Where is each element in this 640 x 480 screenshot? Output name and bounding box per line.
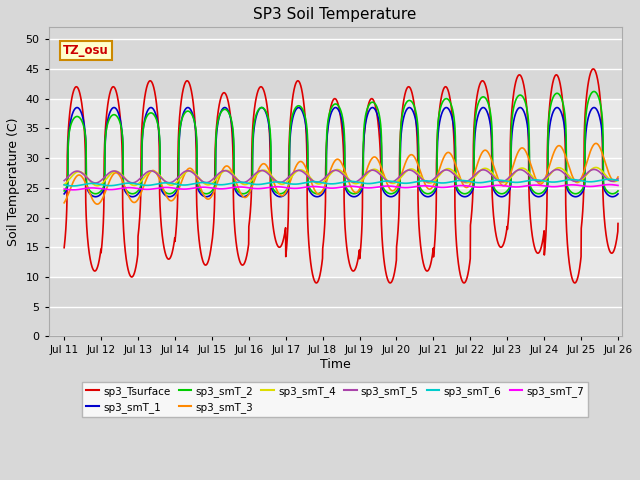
sp3_smT_3	[93, 201, 101, 207]
sp3_Tsurface	[297, 82, 305, 88]
sp3_smT_2	[156, 178, 164, 184]
Line: sp3_Tsurface: sp3_Tsurface	[64, 69, 618, 283]
sp3_smT_6	[273, 179, 280, 185]
sp3_smT_7	[614, 182, 622, 188]
sp3_smT_1	[544, 183, 552, 189]
sp3_smT_6	[604, 177, 611, 182]
sp3_smT_5	[273, 179, 280, 184]
sp3_smT_1	[604, 192, 611, 197]
sp3_smT_7	[124, 185, 131, 191]
sp3_smT_2	[614, 188, 622, 194]
sp3_smT_1	[614, 191, 622, 197]
sp3_smT_4	[614, 177, 622, 183]
Line: sp3_smT_2: sp3_smT_2	[64, 92, 618, 194]
sp3_smT_1	[157, 183, 164, 189]
Legend: sp3_Tsurface, sp3_smT_1, sp3_smT_2, sp3_smT_3, sp3_smT_4, sp3_smT_5, sp3_smT_6, : sp3_Tsurface, sp3_smT_1, sp3_smT_2, sp3_…	[82, 382, 588, 417]
sp3_smT_7	[604, 182, 611, 188]
sp3_smT_5	[157, 174, 164, 180]
Title: SP3 Soil Temperature: SP3 Soil Temperature	[253, 7, 417, 22]
X-axis label: Time: Time	[320, 358, 351, 371]
Bar	[49, 277, 621, 336]
sp3_smT_2	[297, 104, 305, 109]
sp3_smT_3	[297, 158, 305, 164]
sp3_smT_5	[124, 178, 131, 184]
sp3_smT_1	[73, 105, 81, 110]
sp3_smT_3	[614, 174, 622, 180]
sp3_smT_6	[605, 176, 612, 182]
Line: sp3_smT_6: sp3_smT_6	[64, 179, 618, 186]
sp3_smT_2	[543, 181, 551, 187]
sp3_smT_4	[604, 174, 611, 180]
sp3_Tsurface	[604, 240, 611, 246]
sp3_Tsurface	[60, 245, 68, 251]
sp3_smT_2	[60, 188, 68, 194]
sp3_smT_7	[157, 185, 164, 191]
sp3_smT_2	[609, 191, 616, 197]
sp3_smT_6	[157, 180, 164, 186]
sp3_smT_5	[92, 180, 99, 186]
sp3_Tsurface	[156, 206, 164, 212]
sp3_smT_6	[297, 180, 305, 186]
sp3_smT_1	[124, 192, 131, 197]
sp3_smT_6	[60, 182, 68, 188]
sp3_Tsurface	[124, 263, 131, 269]
sp3_smT_5	[60, 178, 68, 183]
sp3_smT_3	[124, 191, 131, 196]
sp3_Tsurface	[571, 280, 579, 286]
sp3_smT_1	[297, 106, 305, 112]
sp3_smT_7	[273, 184, 280, 190]
sp3_smT_1	[609, 194, 616, 200]
Line: sp3_smT_1: sp3_smT_1	[64, 108, 618, 197]
sp3_smT_7	[69, 187, 77, 192]
sp3_smT_7	[605, 182, 612, 188]
Y-axis label: Soil Temperature (C): Soil Temperature (C)	[7, 118, 20, 246]
sp3_smT_2	[273, 190, 280, 195]
sp3_Tsurface	[273, 240, 280, 246]
Line: sp3_smT_4: sp3_smT_4	[64, 168, 618, 186]
sp3_smT_3	[544, 168, 552, 174]
sp3_smT_4	[297, 167, 305, 173]
sp3_smT_6	[69, 183, 77, 189]
Line: sp3_smT_3: sp3_smT_3	[64, 144, 618, 204]
sp3_smT_5	[590, 167, 598, 172]
Bar	[49, 27, 621, 98]
sp3_smT_5	[614, 176, 622, 182]
sp3_smT_4	[124, 179, 131, 184]
sp3_Tsurface	[589, 66, 597, 72]
sp3_smT_4	[544, 175, 552, 180]
sp3_smT_5	[544, 173, 552, 179]
sp3_smT_2	[124, 189, 131, 194]
sp3_smT_1	[60, 191, 68, 197]
sp3_smT_5	[604, 177, 611, 182]
sp3_smT_3	[60, 200, 68, 206]
sp3_smT_4	[60, 182, 68, 188]
Line: sp3_smT_7: sp3_smT_7	[64, 185, 618, 190]
Line: sp3_smT_5: sp3_smT_5	[64, 169, 618, 183]
sp3_smT_4	[93, 183, 101, 189]
sp3_smT_6	[544, 179, 552, 184]
sp3_Tsurface	[543, 143, 551, 148]
sp3_smT_3	[592, 141, 600, 146]
sp3_smT_1	[273, 193, 280, 199]
sp3_smT_6	[614, 178, 622, 183]
sp3_smT_3	[273, 187, 280, 192]
sp3_smT_2	[604, 189, 611, 194]
sp3_smT_4	[157, 173, 164, 179]
sp3_smT_7	[297, 185, 305, 191]
sp3_smT_2	[590, 89, 598, 95]
sp3_smT_3	[604, 167, 611, 172]
sp3_smT_4	[592, 165, 600, 170]
sp3_smT_5	[297, 168, 305, 174]
sp3_smT_3	[157, 179, 164, 184]
sp3_smT_4	[273, 179, 280, 184]
Text: TZ_osu: TZ_osu	[63, 44, 109, 57]
sp3_smT_7	[544, 183, 552, 189]
sp3_smT_6	[124, 180, 131, 186]
sp3_Tsurface	[614, 221, 622, 227]
sp3_smT_7	[60, 186, 68, 192]
